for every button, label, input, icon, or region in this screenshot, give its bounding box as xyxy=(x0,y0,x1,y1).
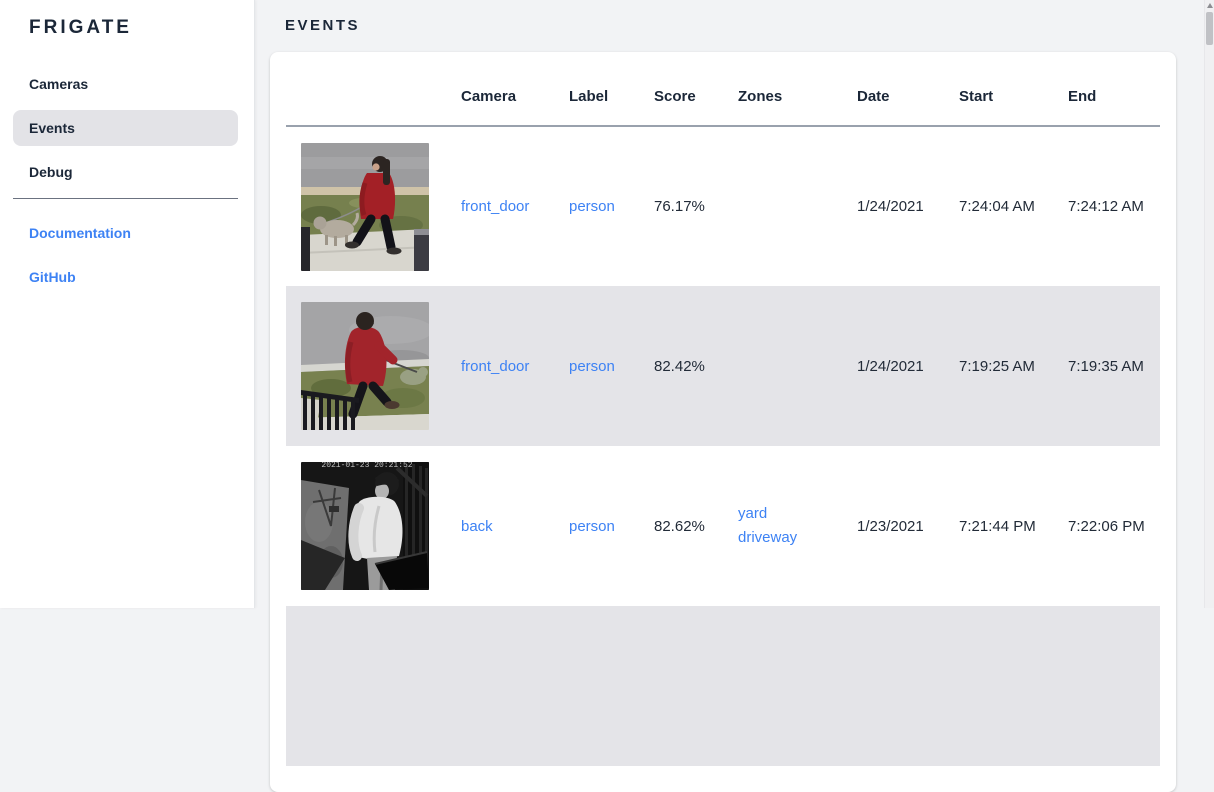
event-thumbnail[interactable] xyxy=(301,302,429,430)
start-cell: 7:24:04 AM xyxy=(959,198,1035,215)
column-header-score: Score xyxy=(654,68,738,127)
start-cell: 7:21:44 PM xyxy=(959,517,1036,535)
label-cell: person xyxy=(569,126,654,286)
sidebar-link-documentation[interactable]: Documentation xyxy=(29,225,131,241)
thumbnail-night-ir-image: 2021-01-23 20:21:52 xyxy=(301,462,429,590)
score-cell: 76.17% xyxy=(654,198,705,215)
table-row[interactable]: front_door person 76.17% 1/24/2021 7:24:… xyxy=(286,126,1160,286)
label-cell: person xyxy=(569,286,654,446)
label-link[interactable]: person xyxy=(569,517,615,535)
camera-link[interactable]: back xyxy=(461,517,493,535)
svg-text:2021-01-23 20:21:52: 2021-01-23 20:21:52 xyxy=(321,462,412,470)
score-cell: 82.62% xyxy=(654,517,705,535)
sidebar-item-events[interactable]: Events xyxy=(13,110,238,146)
thumbnail-cell xyxy=(286,126,461,286)
end-cell: 7:19:35 AM xyxy=(1068,357,1144,375)
column-header-label: Label xyxy=(569,68,654,127)
thumbnail-red-hoodie-leash-image xyxy=(301,302,429,430)
column-header-thumbnail xyxy=(286,68,461,127)
table-row-selected[interactable]: front_door person 82.42% 1/24/2021 7:19:… xyxy=(286,286,1160,446)
scroll-up-arrow-icon[interactable] xyxy=(1207,3,1213,8)
sidebar-nav: Cameras Events Debug Documentation GitHu… xyxy=(13,66,238,303)
date-cell: 1/24/2021 xyxy=(857,198,924,215)
column-header-date: Date xyxy=(857,68,959,127)
date-cell: 1/24/2021 xyxy=(857,357,924,375)
start-cell: 7:19:25 AM xyxy=(959,357,1035,375)
column-header-end: End xyxy=(1068,68,1160,127)
zones-cell xyxy=(738,286,857,446)
sidebar-divider xyxy=(13,198,238,199)
sidebar-link-github[interactable]: GitHub xyxy=(29,269,76,285)
column-header-camera: Camera xyxy=(461,68,569,127)
label-link[interactable]: person xyxy=(569,198,615,215)
column-header-start: Start xyxy=(959,68,1068,127)
thumbnail-cell: 2021-01-23 20:21:52 xyxy=(286,446,461,606)
camera-cell: back xyxy=(461,446,569,606)
score-cell: 82.42% xyxy=(654,357,705,375)
column-header-zones: Zones xyxy=(738,68,857,127)
zone-link-yard[interactable]: yard xyxy=(738,505,768,522)
event-thumbnail[interactable]: 2021-01-23 20:21:52 xyxy=(301,462,429,590)
thumbnail-red-coat-dog-image xyxy=(301,142,429,271)
scrollbar-thumb[interactable] xyxy=(1206,12,1213,45)
event-thumbnail[interactable] xyxy=(301,142,429,271)
page-title: EVENTS xyxy=(285,17,361,34)
table-row[interactable]: 2021-01-23 20:21:52 back person 82.62% y… xyxy=(286,446,1160,606)
events-table: Camera Label Score Zones Date Start End xyxy=(286,68,1160,766)
sidebar-item-debug[interactable]: Debug xyxy=(29,164,73,180)
sidebar-item-cameras[interactable]: Cameras xyxy=(29,76,89,92)
label-link[interactable]: person xyxy=(569,357,615,375)
zones-cell xyxy=(738,126,857,286)
label-cell: person xyxy=(569,446,654,606)
scrollbar[interactable] xyxy=(1204,0,1214,608)
end-cell: 7:24:12 AM xyxy=(1068,198,1144,215)
table-header-row: Camera Label Score Zones Date Start End xyxy=(286,68,1160,127)
events-card: Camera Label Score Zones Date Start End xyxy=(270,52,1176,792)
zone-link-driveway[interactable]: driveway xyxy=(738,529,798,546)
thumbnail-cell xyxy=(286,286,461,446)
camera-link[interactable]: front_door xyxy=(461,357,530,375)
end-cell: 7:22:06 PM xyxy=(1068,517,1145,535)
app-title: FRIGATE xyxy=(29,17,132,38)
date-cell: 1/23/2021 xyxy=(857,517,924,535)
camera-link[interactable]: front_door xyxy=(461,198,530,215)
camera-cell: front_door xyxy=(461,126,569,286)
table-row[interactable] xyxy=(286,606,1160,766)
camera-cell: front_door xyxy=(461,286,569,446)
zones-cell: yard driveway xyxy=(738,446,857,606)
sidebar: FRIGATE Cameras Events Debug Documentati… xyxy=(0,0,255,608)
